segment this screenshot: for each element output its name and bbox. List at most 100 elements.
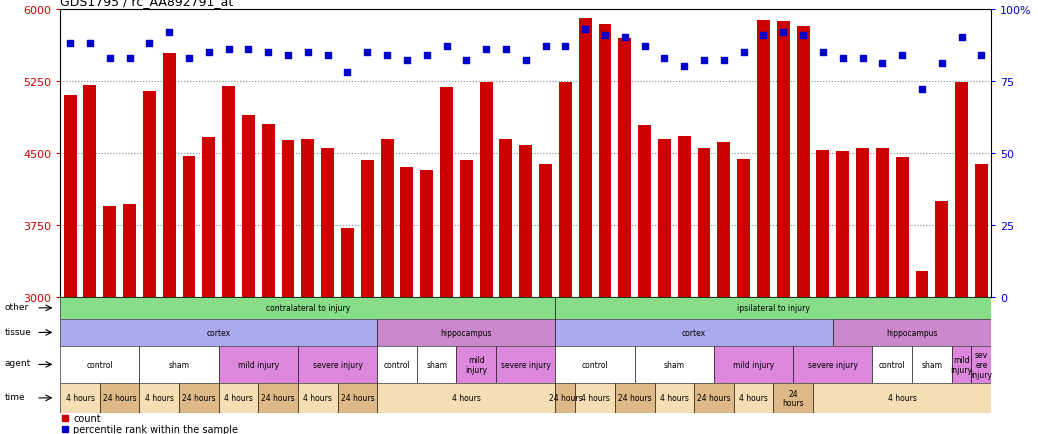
Bar xyxy=(457,346,496,383)
Point xyxy=(458,58,474,65)
Bar xyxy=(60,383,100,413)
Bar xyxy=(180,383,219,413)
Bar xyxy=(737,159,750,297)
Point xyxy=(339,69,356,76)
Bar xyxy=(281,141,295,297)
Point xyxy=(735,49,752,56)
Bar xyxy=(975,165,988,297)
Point xyxy=(320,52,336,59)
Bar xyxy=(856,148,869,297)
Point xyxy=(695,58,712,65)
Point xyxy=(161,29,177,36)
Point xyxy=(121,55,138,62)
Point xyxy=(775,29,792,36)
Bar xyxy=(139,346,219,383)
Bar xyxy=(714,346,793,383)
Bar xyxy=(381,140,393,297)
Bar xyxy=(916,271,928,297)
Text: mild
injury: mild injury xyxy=(465,355,487,374)
Text: percentile rank within the sample: percentile rank within the sample xyxy=(74,424,239,434)
Text: sev
ere
injury: sev ere injury xyxy=(971,350,992,379)
Text: GDS1795 / rc_AA892791_at: GDS1795 / rc_AA892791_at xyxy=(60,0,234,8)
Bar xyxy=(519,146,532,297)
Bar xyxy=(599,25,611,297)
Bar xyxy=(876,148,889,297)
Text: severe injury: severe injury xyxy=(808,360,857,369)
Text: 4 hours: 4 hours xyxy=(224,394,253,402)
Bar xyxy=(222,87,235,297)
Bar xyxy=(555,297,991,319)
Bar xyxy=(298,346,377,383)
Text: contralateral to injury: contralateral to injury xyxy=(266,304,350,312)
Bar xyxy=(773,383,813,413)
Text: cortex: cortex xyxy=(682,328,706,337)
Text: 24 hours: 24 hours xyxy=(698,394,731,402)
Bar xyxy=(935,201,948,297)
Bar xyxy=(262,125,275,297)
Bar xyxy=(63,96,77,297)
Point xyxy=(636,43,653,50)
Text: 24 hours: 24 hours xyxy=(618,394,652,402)
Text: 4 hours: 4 hours xyxy=(303,394,332,402)
Text: time: time xyxy=(5,392,26,401)
Point xyxy=(399,58,415,65)
Bar xyxy=(813,383,991,413)
Point xyxy=(379,52,395,59)
Text: tissue: tissue xyxy=(5,327,32,336)
Text: hippocampus: hippocampus xyxy=(440,328,492,337)
Bar xyxy=(60,297,555,319)
Point xyxy=(497,46,514,53)
Text: agent: agent xyxy=(5,358,31,367)
Point xyxy=(538,43,554,50)
Bar xyxy=(460,160,472,297)
Bar xyxy=(619,39,631,297)
Bar xyxy=(219,383,258,413)
Bar xyxy=(361,160,374,297)
Bar xyxy=(83,86,97,297)
Bar xyxy=(678,137,690,297)
Bar xyxy=(796,27,810,297)
Point xyxy=(477,46,494,53)
Bar xyxy=(555,383,575,413)
Bar xyxy=(793,346,872,383)
Bar xyxy=(139,383,180,413)
Bar xyxy=(837,151,849,297)
Point xyxy=(557,43,574,50)
Text: cortex: cortex xyxy=(207,328,230,337)
Bar xyxy=(377,383,555,413)
Bar xyxy=(539,165,552,297)
Bar xyxy=(417,346,457,383)
Bar xyxy=(143,92,156,297)
Point xyxy=(756,32,772,39)
Bar xyxy=(614,383,655,413)
Bar xyxy=(401,168,413,297)
Point xyxy=(815,49,831,56)
Point xyxy=(617,35,633,42)
Bar xyxy=(555,319,832,346)
Bar xyxy=(124,204,136,297)
Bar xyxy=(832,319,991,346)
Text: hippocampus: hippocampus xyxy=(886,328,937,337)
Text: control: control xyxy=(581,360,608,369)
Bar xyxy=(952,346,972,383)
Bar xyxy=(440,88,453,297)
Bar xyxy=(499,140,513,297)
Point xyxy=(597,32,613,39)
Text: 24 hours: 24 hours xyxy=(182,394,216,402)
Text: 24 hours: 24 hours xyxy=(262,394,295,402)
Bar xyxy=(817,151,829,297)
Bar xyxy=(163,54,175,297)
Bar xyxy=(60,346,139,383)
Bar xyxy=(100,383,139,413)
Text: ipsilateral to injury: ipsilateral to injury xyxy=(737,304,810,312)
Text: severe injury: severe injury xyxy=(312,360,362,369)
Text: severe injury: severe injury xyxy=(500,360,551,369)
Point xyxy=(418,52,435,59)
Bar xyxy=(757,21,770,297)
Bar xyxy=(872,346,912,383)
Bar xyxy=(496,346,555,383)
Text: 4 hours: 4 hours xyxy=(452,394,481,402)
Text: control: control xyxy=(384,360,410,369)
Bar xyxy=(420,171,433,297)
Text: 4 hours: 4 hours xyxy=(65,394,94,402)
